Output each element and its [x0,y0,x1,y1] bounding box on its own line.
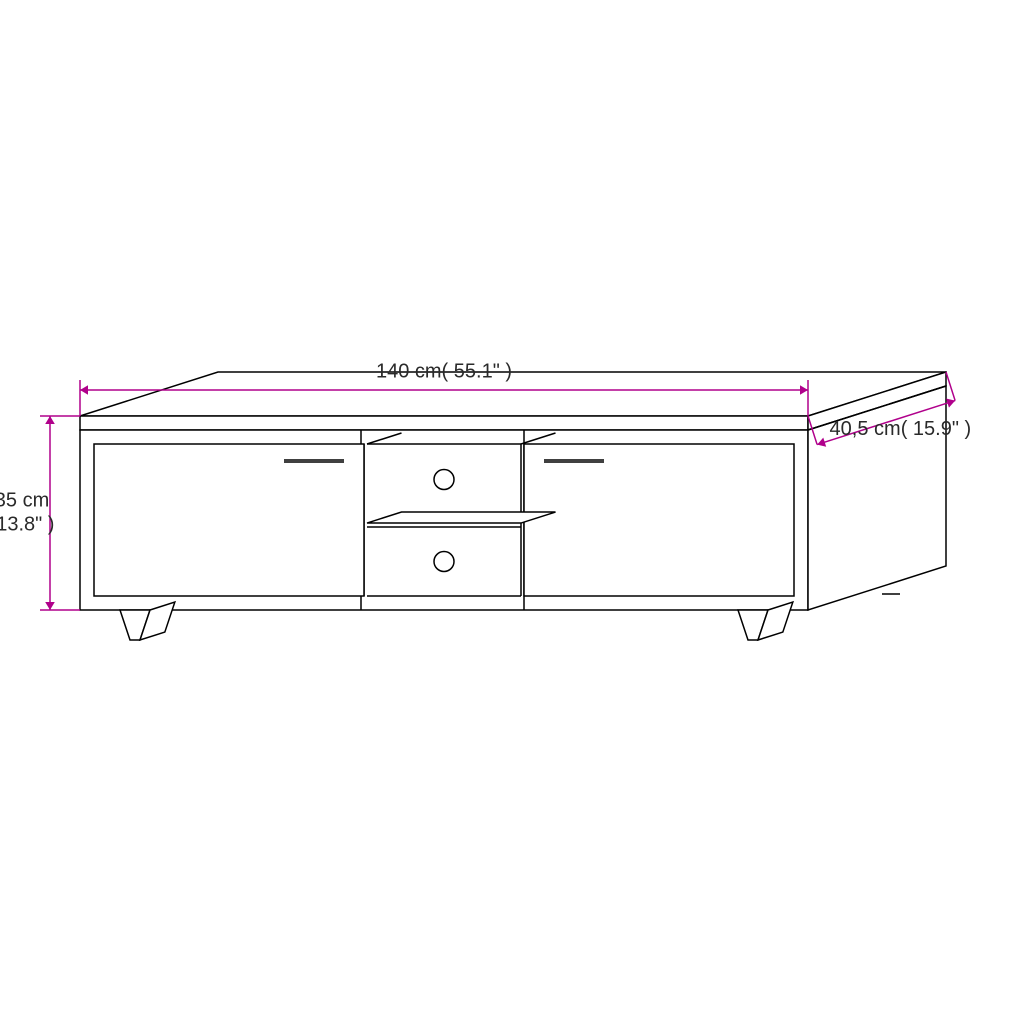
dimension-height-label-2: (13.8" ) [0,513,54,535]
dimension-height-label-1: 35 cm [0,489,49,511]
dimension-diagram: 140 cm( 55.1" ) 40,5 cm( 15.9" ) 35 cm(13.… [0,0,1024,1024]
dimension-width-label: 140 cm( 55.1" ) [376,360,512,382]
dimension-depth-label: 40,5 cm( 15.9" ) [830,418,972,440]
